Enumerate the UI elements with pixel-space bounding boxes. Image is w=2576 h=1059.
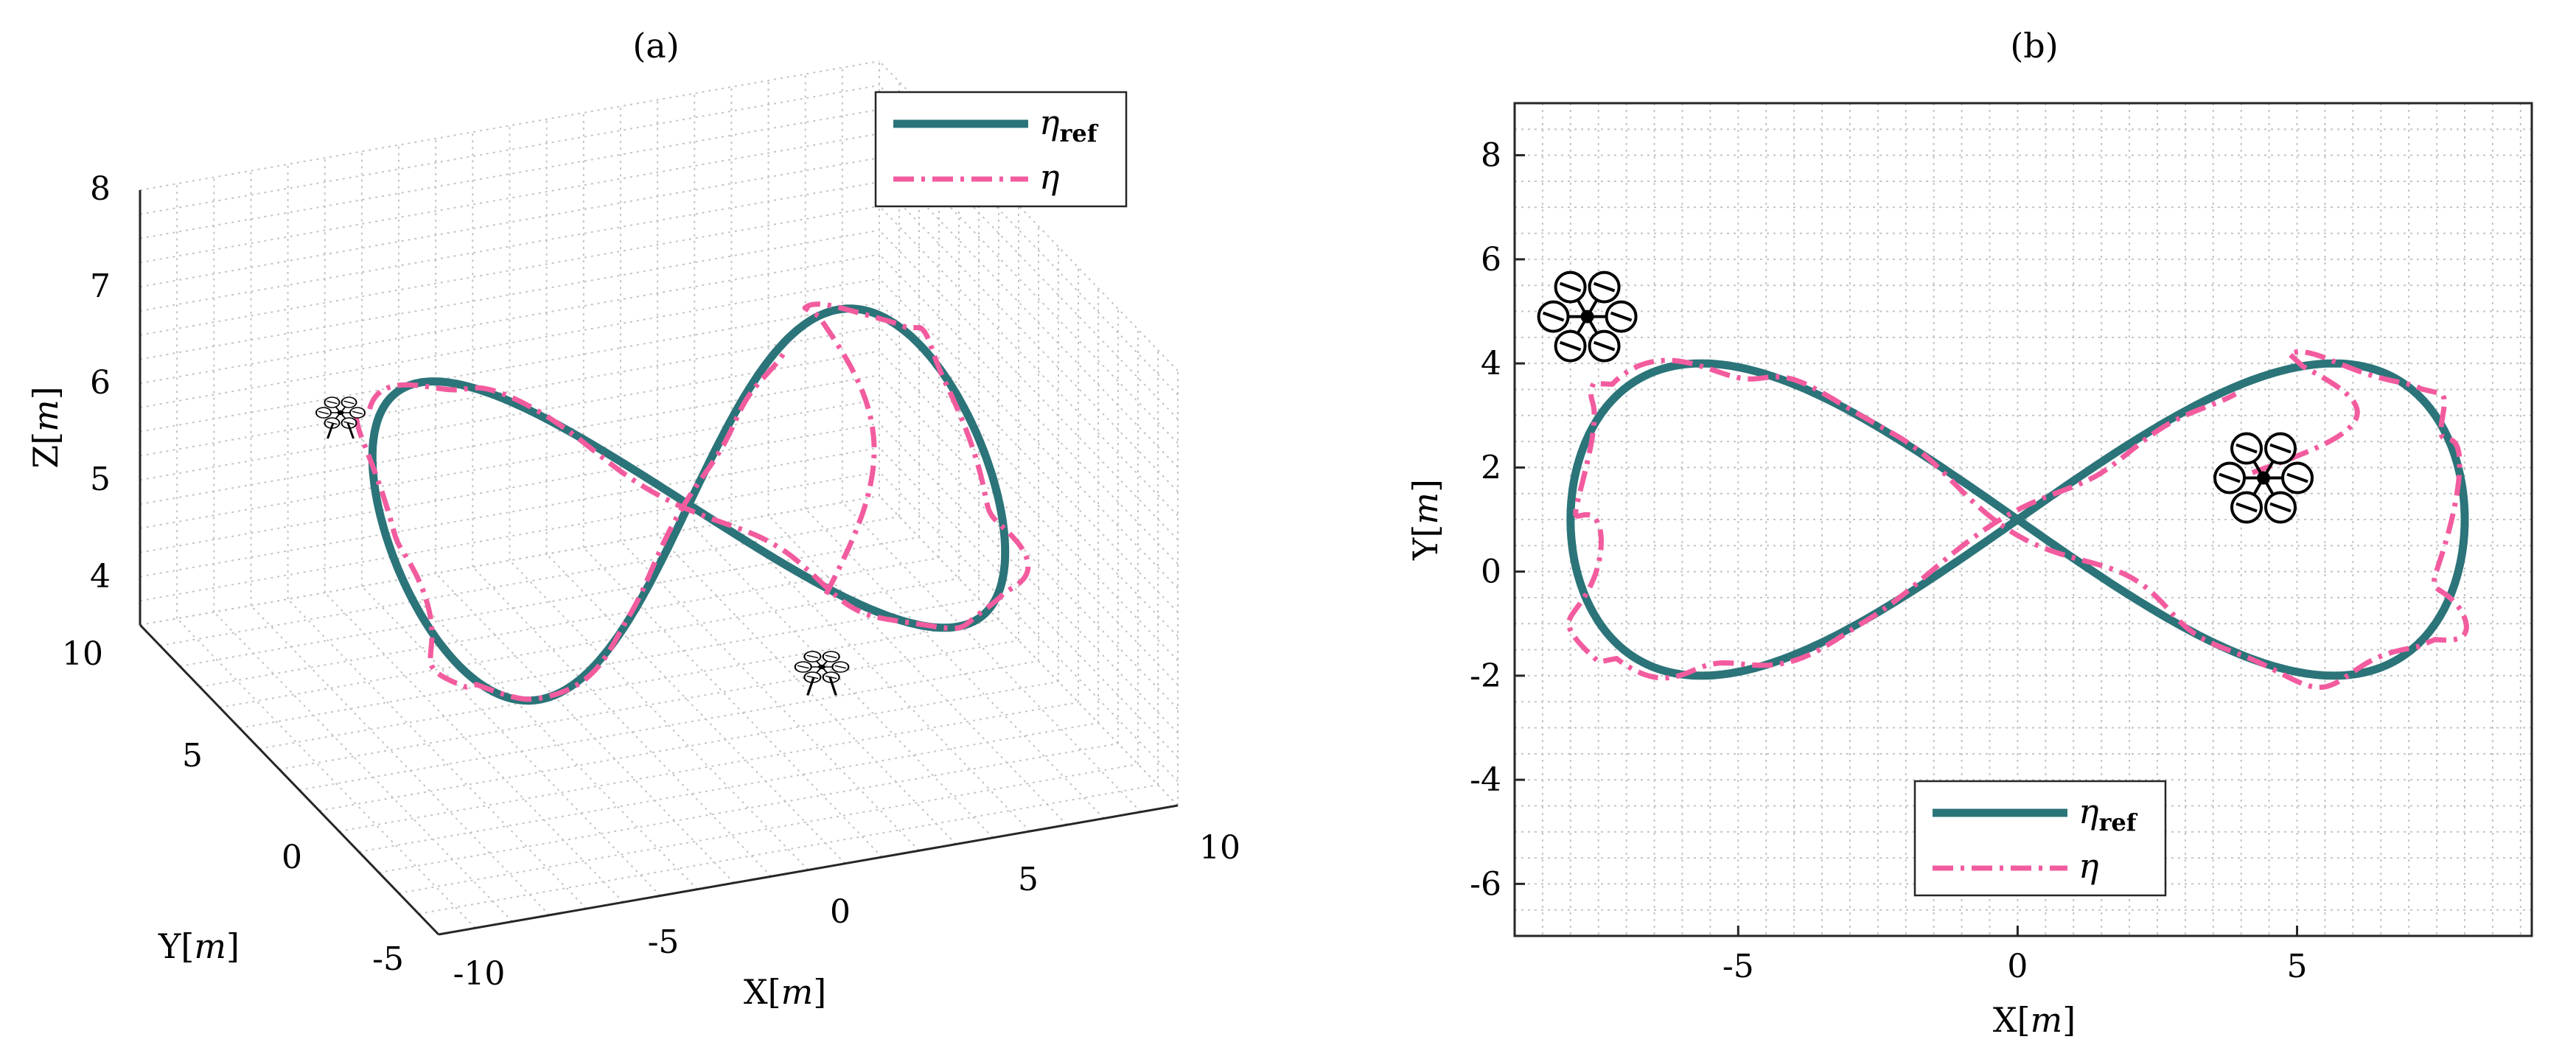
legend-actual-label: η: [2078, 846, 2099, 886]
z-tick-label: 6: [90, 364, 111, 402]
y-tick-label: 6: [1481, 241, 1501, 279]
y-tick-label: 5: [182, 737, 203, 775]
panel-a: (a) 4 5 6 7 8 Z[m] 10 5 0 -5 Y[m] -10 -5: [26, 26, 1240, 1012]
panel-b-y-label: Y[m]: [1406, 479, 1445, 561]
panel-a-z-ticks: 4 5 6 7 8: [90, 170, 111, 595]
z-tick-label: 4: [90, 558, 111, 595]
panel-a-y-ticks: 10 5 0 -5: [62, 635, 404, 978]
y-tick-label: -6: [1470, 865, 1501, 903]
y-tick-label: 10: [62, 635, 103, 673]
panel-b-axes-box: [1513, 102, 2533, 937]
panel-b-series-actual-line: [1566, 349, 2469, 691]
panel-a-drone-start-icon: [794, 650, 850, 696]
panel-b-title: (b): [2010, 26, 2058, 66]
x-tick-label: -10: [453, 955, 506, 993]
y-tick-label: 4: [1481, 345, 1501, 382]
panel-a-y-label: Y[m]: [158, 926, 240, 966]
z-tick-label: 5: [90, 461, 111, 498]
panel-a-x-ticks: -10 -5 0 5 10: [453, 829, 1240, 993]
y-tick-label: 0: [282, 839, 302, 876]
panel-b-legend: ηref η: [1913, 780, 2167, 897]
panel-b-y-ticks: -6 -4 -2 0 2 4 6 8: [1470, 137, 1525, 903]
panel-b-x-ticks: -5 0 5: [1722, 926, 2308, 985]
panel-a-z-label: Z[m]: [26, 386, 66, 469]
x-tick-label: 5: [2287, 948, 2308, 985]
x-tick-label: 10: [1199, 829, 1240, 867]
y-tick-label: 0: [1481, 553, 1501, 591]
panel-a-title: (a): [632, 26, 679, 66]
panel-a-drone-end-icon: [315, 396, 366, 439]
z-tick-label: 8: [90, 170, 111, 208]
x-tick-label: 0: [830, 893, 851, 931]
x-tick-label: 5: [1018, 861, 1039, 898]
legend-ref-label: ηref: [2078, 791, 2138, 836]
z-tick-label: 7: [90, 268, 111, 305]
y-tick-label: 2: [1481, 449, 1501, 486]
x-tick-label: -5: [648, 923, 680, 961]
y-tick-label: -4: [1470, 761, 1501, 799]
panel-a-legend: ηref η: [874, 91, 1128, 208]
panel-b: (b) -6 -4 -2 0 2 4 6 8 -5 0 5 Y[m] X[m] ηref η: [1406, 26, 2533, 1040]
y-tick-label: 8: [1481, 137, 1501, 175]
legend-ref-label: ηref: [1039, 102, 1099, 147]
panel-a-x-label: X[m]: [744, 972, 826, 1012]
x-tick-label: -5: [1722, 948, 1754, 985]
y-tick-label: -5: [372, 940, 404, 978]
panel-a-series-actual-line: [353, 301, 1031, 702]
panel-b-series-ref-line: [1566, 359, 2469, 680]
x-tick-label: 0: [2007, 948, 2028, 985]
legend-actual-label: η: [1039, 157, 1060, 197]
y-tick-label: -2: [1470, 657, 1501, 695]
panel-b-x-label: X[m]: [1993, 1000, 2076, 1040]
panel-a-axis-lines: [139, 190, 1179, 936]
